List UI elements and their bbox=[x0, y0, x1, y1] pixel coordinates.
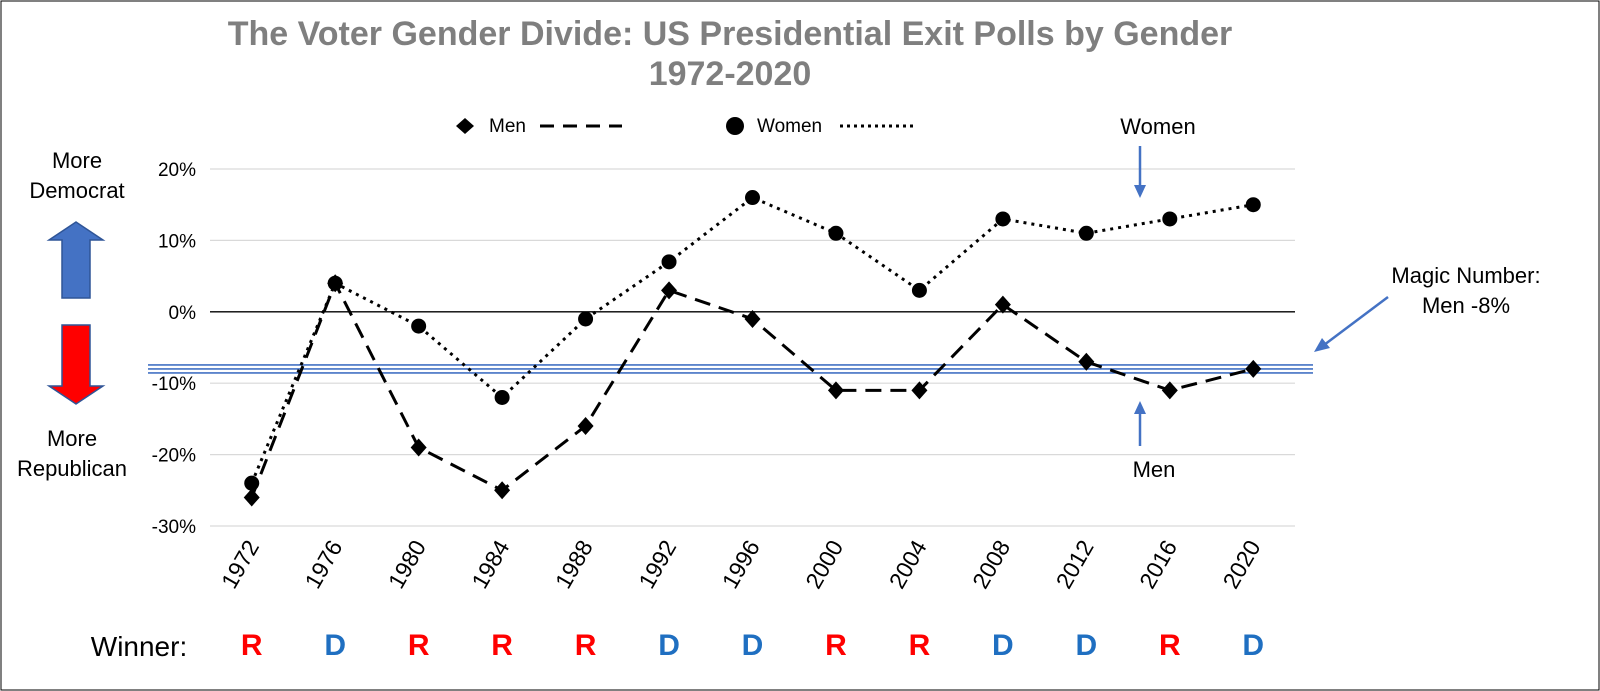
winner-1980: R bbox=[408, 629, 430, 662]
point-women bbox=[411, 318, 427, 334]
winner-label: Winner: bbox=[91, 631, 187, 662]
point-men bbox=[994, 295, 1011, 314]
more-democrat-label: More Democrat bbox=[29, 148, 124, 203]
magic-number-label: Magic Number: Men -8% bbox=[1391, 263, 1540, 318]
y-tick-label: -10% bbox=[152, 374, 196, 395]
point-men bbox=[1245, 359, 1262, 378]
point-women bbox=[745, 190, 760, 206]
winner-2000: R bbox=[825, 629, 847, 662]
point-women bbox=[1245, 197, 1261, 213]
point-men bbox=[243, 488, 260, 507]
men-pointer-label: Men bbox=[1133, 457, 1176, 482]
legend-women-label: Women bbox=[757, 116, 822, 137]
legend-men-label: Men bbox=[489, 116, 526, 137]
point-women bbox=[911, 282, 927, 298]
winner-1972: R bbox=[241, 629, 263, 662]
point-men bbox=[827, 381, 844, 400]
point-men bbox=[744, 309, 761, 328]
democrat-annotation: More Democrat bbox=[29, 148, 125, 299]
point-women bbox=[1162, 211, 1178, 227]
winner-2016: R bbox=[1159, 629, 1181, 662]
y-tick-label: 20% bbox=[158, 160, 196, 181]
point-women bbox=[494, 389, 510, 405]
point-women bbox=[1078, 225, 1094, 241]
point-men bbox=[577, 417, 594, 436]
point-men bbox=[1161, 381, 1178, 400]
arrow-up-icon bbox=[46, 221, 106, 299]
y-tick-label: 0% bbox=[169, 303, 197, 324]
legend-men-marker bbox=[456, 118, 474, 134]
more-republican-label: More Republican bbox=[17, 426, 127, 481]
winner-2004: R bbox=[909, 629, 931, 662]
point-women bbox=[661, 254, 677, 270]
winner-1988: R bbox=[575, 629, 597, 662]
winner-1984: R bbox=[491, 629, 513, 662]
y-tick-label: 10% bbox=[158, 231, 196, 252]
point-women bbox=[578, 311, 594, 327]
point-women bbox=[327, 275, 343, 291]
winner-1996: D bbox=[742, 629, 764, 662]
winner-2012: D bbox=[1076, 629, 1098, 662]
point-men bbox=[494, 481, 511, 500]
y-tick-label: -20% bbox=[152, 446, 196, 467]
legend-women-marker bbox=[726, 117, 744, 135]
point-women bbox=[244, 475, 260, 491]
point-men bbox=[911, 381, 928, 400]
magic-number-arrow-icon bbox=[1314, 296, 1389, 352]
women-pointer-label: Women bbox=[1120, 114, 1195, 139]
point-men bbox=[1078, 352, 1095, 371]
winner-2020: D bbox=[1242, 629, 1264, 662]
chart-subtitle: 1972-2020 bbox=[649, 55, 812, 93]
point-men bbox=[410, 438, 427, 457]
arrow-down-icon bbox=[46, 324, 106, 405]
men-pointer-arrow-icon bbox=[1134, 401, 1146, 446]
winner-2008: D bbox=[992, 629, 1014, 662]
y-tick-label: -30% bbox=[152, 517, 196, 538]
winner-1992: D bbox=[658, 629, 680, 662]
point-men bbox=[661, 281, 678, 300]
republican-annotation: More Republican bbox=[17, 324, 127, 481]
legend: Men Women bbox=[456, 116, 915, 137]
grid bbox=[210, 168, 1295, 527]
women-pointer-arrow-icon bbox=[1134, 146, 1146, 198]
point-women bbox=[828, 225, 844, 241]
chart-title: The Voter Gender Divide: US Presidential… bbox=[228, 15, 1233, 53]
series bbox=[243, 190, 1262, 507]
winner-1976: D bbox=[324, 629, 346, 662]
point-women bbox=[995, 211, 1011, 227]
